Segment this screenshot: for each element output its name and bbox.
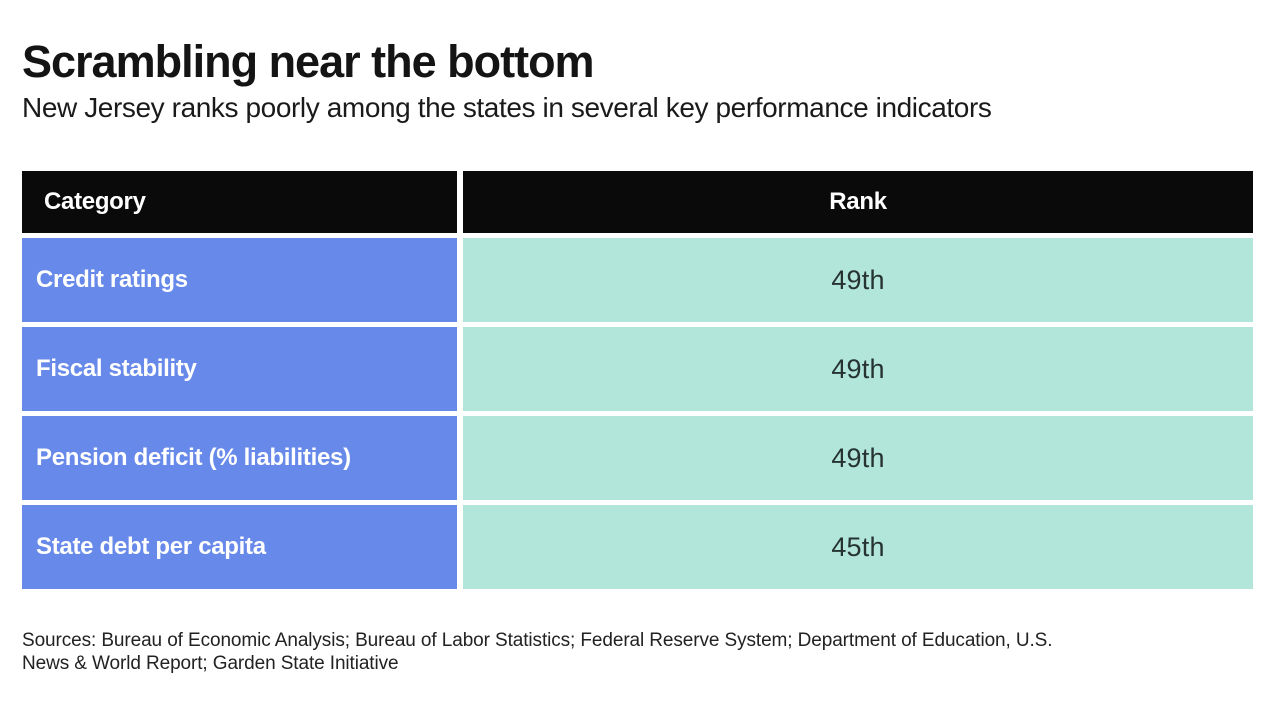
- column-header-category: Category: [22, 171, 457, 233]
- table-row: Credit ratings 49th: [22, 238, 1253, 322]
- rank-cell: 49th: [463, 416, 1253, 500]
- rank-table: Category Rank Credit ratings 49th Fiscal…: [22, 171, 1253, 589]
- category-cell: State debt per capita: [22, 505, 457, 589]
- table-row: Fiscal stability 49th: [22, 327, 1253, 411]
- rank-cell: 45th: [463, 505, 1253, 589]
- category-cell: Fiscal stability: [22, 327, 457, 411]
- category-cell: Credit ratings: [22, 238, 457, 322]
- rank-cell: 49th: [463, 327, 1253, 411]
- column-header-rank: Rank: [463, 171, 1253, 233]
- table-row: Pension deficit (% liabilities) 49th: [22, 416, 1253, 500]
- page-title: Scrambling near the bottom: [22, 36, 595, 87]
- page-subtitle: New Jersey ranks poorly among the states…: [22, 92, 992, 123]
- table-header-row: Category Rank: [22, 171, 1253, 233]
- table-row: State debt per capita 45th: [22, 505, 1253, 589]
- rank-cell: 49th: [463, 238, 1253, 322]
- source-note: Sources: Bureau of Economic Analysis; Bu…: [22, 629, 1252, 675]
- table-body: Credit ratings 49th Fiscal stability 49t…: [22, 238, 1253, 589]
- source-note-line-1: Sources: Bureau of Economic Analysis; Bu…: [22, 630, 1053, 651]
- source-note-line-2: News & World Report; Garden State Initia…: [22, 653, 399, 674]
- category-cell: Pension deficit (% liabilities): [22, 416, 457, 500]
